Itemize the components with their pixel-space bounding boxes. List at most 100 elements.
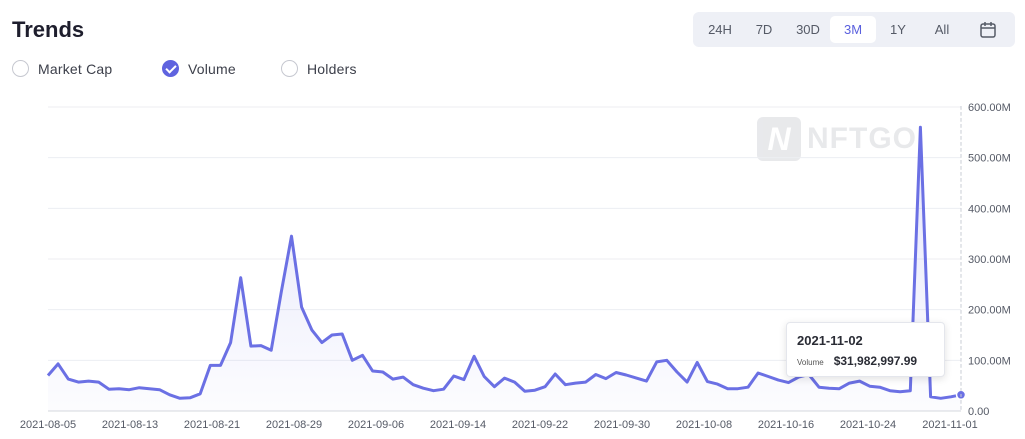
data-point[interactable]	[371, 369, 375, 373]
data-point[interactable]	[401, 375, 405, 379]
data-point[interactable]	[279, 290, 283, 294]
data-point[interactable]	[158, 388, 162, 392]
data-point[interactable]	[553, 372, 557, 376]
data-point[interactable]	[949, 395, 953, 399]
data-point[interactable]	[310, 328, 314, 332]
data-point[interactable]	[847, 381, 851, 385]
data-point[interactable]	[918, 125, 922, 129]
data-point[interactable]	[827, 386, 831, 390]
data-point[interactable]	[766, 375, 770, 379]
data-point[interactable]	[208, 363, 212, 367]
data-point[interactable]	[695, 360, 699, 364]
data-point[interactable]	[614, 370, 618, 374]
data-point[interactable]	[634, 376, 638, 380]
data-point[interactable]	[289, 234, 293, 238]
range-7d-button[interactable]: 7D	[755, 22, 773, 37]
data-point[interactable]	[300, 305, 304, 309]
data-point[interactable]	[574, 381, 578, 385]
data-point[interactable]	[675, 370, 679, 374]
data-point[interactable]	[908, 389, 912, 393]
data-point[interactable]	[756, 371, 760, 375]
data-point[interactable]	[888, 389, 892, 393]
data-point[interactable]	[330, 333, 334, 337]
data-point[interactable]	[188, 396, 192, 400]
data-point[interactable]	[685, 380, 689, 384]
data-point[interactable]	[198, 392, 202, 396]
data-point[interactable]	[929, 395, 933, 399]
data-point[interactable]	[655, 360, 659, 364]
data-point[interactable]	[249, 344, 253, 348]
data-point[interactable]	[584, 380, 588, 384]
data-point[interactable]	[645, 379, 649, 383]
data-point[interactable]	[168, 393, 172, 397]
data-point[interactable]	[726, 387, 730, 391]
data-point[interactable]	[97, 380, 101, 384]
data-point[interactable]	[837, 387, 841, 391]
data-point[interactable]	[482, 375, 486, 379]
data-point[interactable]	[76, 380, 80, 384]
data-point[interactable]	[320, 341, 324, 345]
data-point[interactable]	[939, 396, 943, 400]
data-point[interactable]	[878, 385, 882, 389]
data-point[interactable]	[736, 387, 740, 391]
data-point[interactable]	[421, 386, 425, 390]
data-point[interactable]	[543, 385, 547, 389]
data-point[interactable]	[787, 381, 791, 385]
data-point[interactable]	[391, 377, 395, 381]
data-point[interactable]	[472, 354, 476, 358]
data-point[interactable]	[56, 362, 60, 366]
data-point[interactable]	[137, 386, 141, 390]
data-point[interactable]	[503, 376, 507, 380]
data-point[interactable]	[624, 373, 628, 377]
calendar-icon[interactable]	[978, 20, 998, 40]
data-point[interactable]	[229, 341, 233, 345]
range-3m-button[interactable]: 3M	[830, 16, 876, 43]
data-point[interactable]	[868, 384, 872, 388]
data-point[interactable]	[259, 344, 263, 348]
range-24h-button[interactable]: 24H	[708, 22, 732, 37]
range-30d-button[interactable]: 30D	[796, 22, 820, 37]
market-cap-radio-icon[interactable]	[12, 60, 29, 77]
data-point[interactable]	[431, 389, 435, 393]
data-point[interactable]	[147, 387, 151, 391]
data-point[interactable]	[604, 377, 608, 381]
data-point[interactable]	[533, 388, 537, 392]
data-point[interactable]	[523, 389, 527, 393]
volume-check-icon[interactable]	[162, 60, 179, 77]
data-point[interactable]	[594, 373, 598, 377]
data-point[interactable]	[411, 383, 415, 387]
data-point[interactable]	[239, 276, 243, 280]
data-point[interactable]	[269, 348, 273, 352]
data-point[interactable]	[127, 388, 131, 392]
data-point[interactable]	[107, 387, 111, 391]
data-point[interactable]	[817, 385, 821, 389]
data-point[interactable]	[442, 387, 446, 391]
holders-radio-icon[interactable]	[281, 60, 298, 77]
data-point[interactable]	[705, 380, 709, 384]
data-point[interactable]	[462, 378, 466, 382]
data-point[interactable]	[492, 385, 496, 389]
volume-toggle[interactable]: Volume	[162, 60, 239, 77]
market-cap-toggle[interactable]: Market Cap	[12, 60, 120, 77]
data-point[interactable]	[46, 374, 50, 378]
data-point[interactable]	[513, 380, 517, 384]
data-point[interactable]	[350, 358, 354, 362]
data-point[interactable]	[218, 363, 222, 367]
data-point[interactable]	[360, 353, 364, 357]
data-point[interactable]	[452, 374, 456, 378]
data-point[interactable]	[66, 377, 70, 381]
data-point[interactable]	[716, 382, 720, 386]
range-all-button[interactable]: All	[934, 22, 950, 37]
data-point[interactable]	[87, 379, 91, 383]
data-point[interactable]	[898, 390, 902, 394]
data-point[interactable]	[858, 379, 862, 383]
data-point[interactable]	[117, 387, 121, 391]
data-point[interactable]	[665, 358, 669, 362]
range-1y-button[interactable]: 1Y	[890, 22, 906, 37]
data-point[interactable]	[340, 332, 344, 336]
data-point[interactable]	[746, 385, 750, 389]
data-point[interactable]	[381, 370, 385, 374]
data-point[interactable]	[178, 396, 182, 400]
data-point[interactable]	[776, 378, 780, 382]
